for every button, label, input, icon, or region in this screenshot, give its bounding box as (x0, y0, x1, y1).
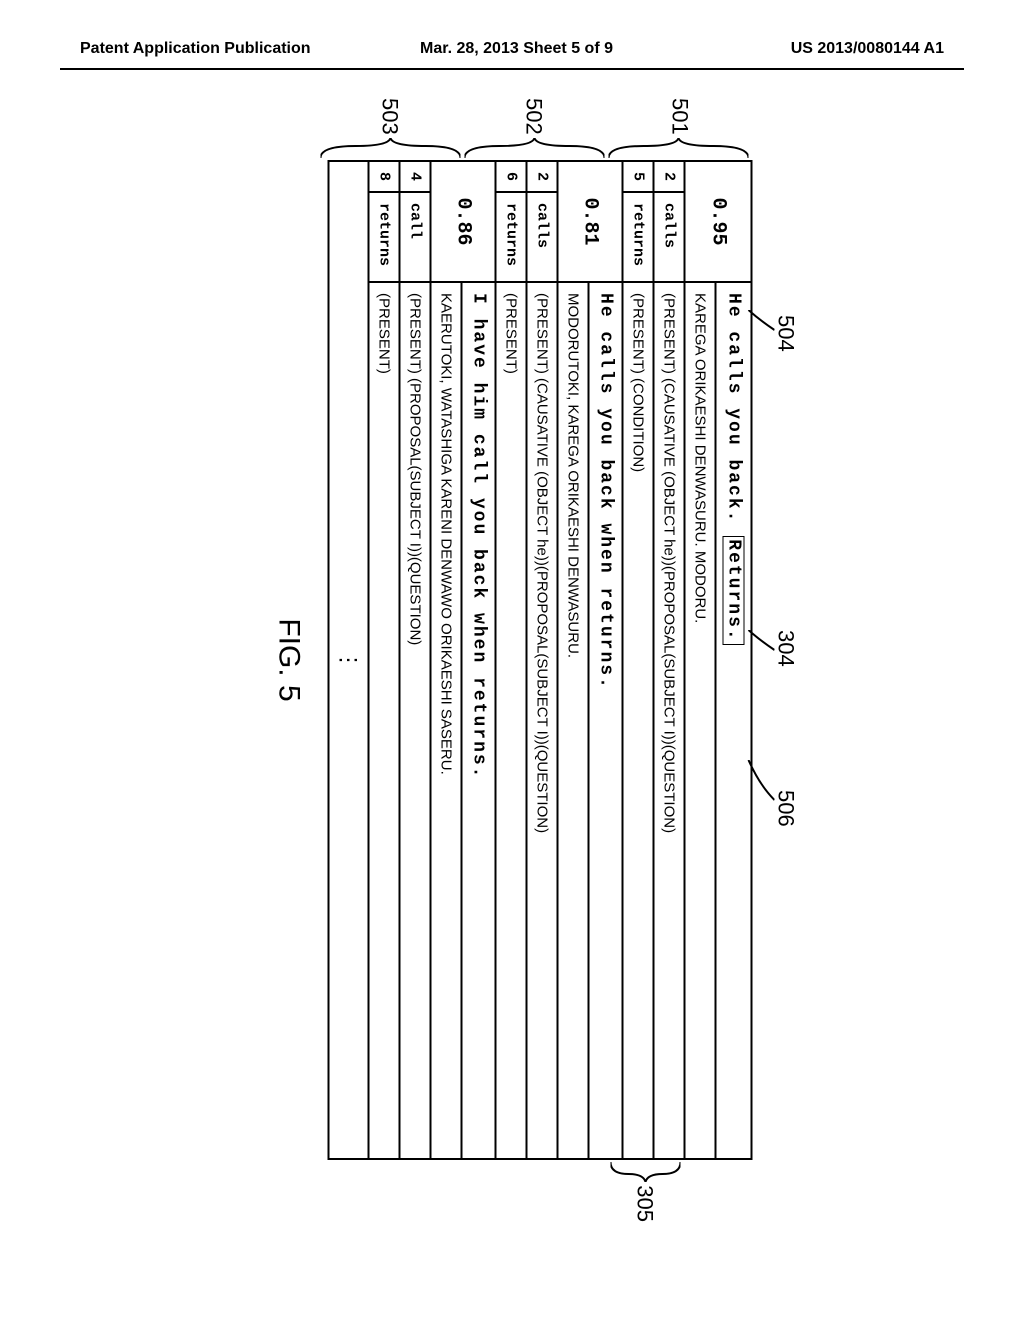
table-row: 2 calls (PRESENT) (CAUSATIVE (OBJECT he)… (527, 161, 558, 1159)
parse-cell: (PRESENT) (496, 282, 527, 1159)
ref-305: 305 (632, 1185, 658, 1222)
parse-cell: (PRESENT) (CAUSATIVE (OBJECT he))(PROPOS… (654, 282, 685, 1159)
figure-table: 0.95 He calls you back. Returns. KAREGA … (328, 160, 753, 1160)
idx-cell: 8 (369, 161, 400, 192)
table-row: KAREGA ORIKAESHI DENWASURU. MODORU. (685, 161, 716, 1159)
table-row: 6 returns (PRESENT) (496, 161, 527, 1159)
table-row: ⋮ (329, 161, 369, 1159)
idx-cell: 6 (496, 161, 527, 192)
ref-502: 502 (521, 98, 547, 135)
translit-cell: KAREGA ORIKAESHI DENWASURU. MODORU. (685, 282, 716, 1159)
ref-501: 501 (667, 98, 693, 135)
table-row: 8 returns (PRESENT) (369, 161, 400, 1159)
ref-504: 504 (773, 315, 799, 352)
translit-cell: MODORUTOKI, KAREGA ORIKAESHI DENWASURU. (558, 282, 589, 1159)
table-row: KAERUTOKI, WATASHIGA KARENI DENWAWO ORIK… (431, 161, 462, 1159)
word-cell: returns (496, 192, 527, 282)
score-cell: 0.86 (431, 161, 496, 282)
vdots-cell: ⋮ (329, 161, 369, 1159)
idx-cell: 2 (527, 161, 558, 192)
figure-diagram: 504 304 506 305 501 502 503 0.95 He call… (272, 160, 753, 1160)
idx-cell: 5 (623, 161, 654, 192)
sentence-part-a: He calls you back. (724, 293, 744, 523)
table-row: MODORUTOKI, KAREGA ORIKAESHI DENWASURU. (558, 161, 589, 1159)
brace-502 (465, 138, 605, 158)
idx-cell: 2 (654, 161, 685, 192)
header-mid: Mar. 28, 2013 Sheet 5 of 9 (420, 40, 613, 58)
translit-cell: KAERUTOKI, WATASHIGA KARENI DENWAWO ORIK… (431, 282, 462, 1159)
brace-503 (321, 138, 461, 158)
score-cell: 0.81 (558, 161, 623, 282)
word-cell: calls (527, 192, 558, 282)
figure-caption: FIG. 5 (272, 160, 306, 1160)
leader-506 (745, 760, 775, 820)
sentence-cell: He calls you back. Returns. (716, 282, 752, 1159)
ref-503: 503 (377, 98, 403, 135)
word-cell: returns (369, 192, 400, 282)
header-rule (60, 68, 964, 70)
header-left: Patent Application Publication (80, 40, 311, 58)
brace-305 (611, 1162, 681, 1182)
parse-cell: (PRESENT) (CONDITION) (623, 282, 654, 1159)
idx-cell: 4 (400, 161, 431, 192)
table-row: 0.86 I have him call you back when retur… (462, 161, 496, 1159)
parse-cell: (PRESENT) (PROPOSAL(SUBJECT I))(QUESTION… (400, 282, 431, 1159)
table-row: 0.81 He calls you back when returns. (589, 161, 623, 1159)
parse-cell: (PRESENT) (369, 282, 400, 1159)
score-cell: 0.95 (685, 161, 752, 282)
table-row: 2 calls (PRESENT) (CAUSATIVE (OBJECT he)… (654, 161, 685, 1159)
leader-304 (745, 630, 775, 690)
table-row: 5 returns (PRESENT) (CONDITION) (623, 161, 654, 1159)
parse-cell: (PRESENT) (CAUSATIVE (OBJECT he))(PROPOS… (527, 282, 558, 1159)
header-right: US 2013/0080144 A1 (791, 40, 944, 58)
ref-506: 506 (773, 790, 799, 827)
table-row: 4 call (PRESENT) (PROPOSAL(SUBJECT I))(Q… (400, 161, 431, 1159)
leader-504 (745, 310, 775, 370)
ref-304: 304 (773, 630, 799, 667)
sentence-part-b: Returns. (723, 536, 745, 644)
word-cell: calls (654, 192, 685, 282)
sentence-cell: I have him call you back when returns. (462, 282, 496, 1159)
brace-501 (609, 138, 749, 158)
word-cell: returns (623, 192, 654, 282)
word-cell: call (400, 192, 431, 282)
sentence-cell: He calls you back when returns. (589, 282, 623, 1159)
